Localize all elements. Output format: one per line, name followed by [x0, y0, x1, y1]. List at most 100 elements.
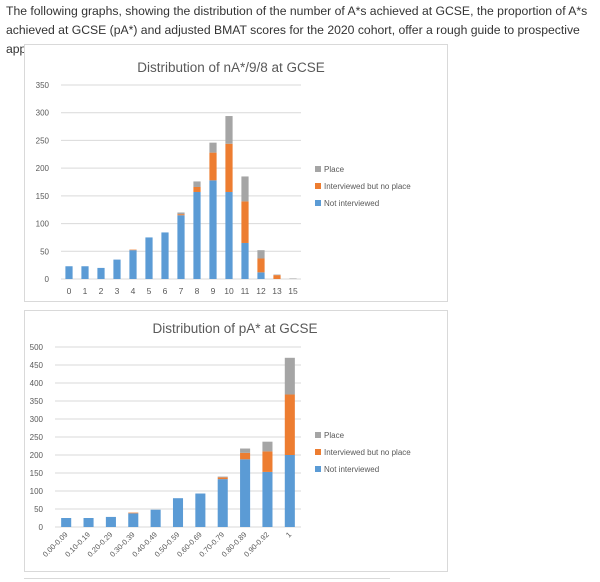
bar-segment	[161, 232, 169, 279]
bar-segment	[97, 267, 105, 279]
legend-label: Interviewed but no place	[324, 182, 411, 191]
y-tick-label: 200	[30, 451, 44, 460]
bar-segment	[195, 493, 206, 527]
bar-segment	[273, 274, 281, 276]
intro-paragraph: The following graphs, showing the distri…	[6, 4, 588, 56]
x-tick-label: 1	[284, 530, 293, 539]
bar-segment	[240, 459, 251, 527]
legend-swatch	[315, 183, 321, 189]
x-tick-label: 11	[241, 286, 250, 296]
bar-segment	[193, 186, 201, 192]
y-tick-label: 300	[36, 109, 50, 118]
y-tick-label: 0	[45, 275, 50, 284]
y-tick-label: 300	[30, 415, 44, 424]
bar-segment	[128, 512, 139, 514]
bar-segment	[177, 214, 185, 216]
next-chart-top-border	[24, 578, 390, 579]
y-tick-label: 150	[36, 192, 50, 201]
legend-label: Place	[324, 165, 345, 174]
chart-pa-star-distribution: Distribution of pA* at GCSE 0 50 100 150 200 2…	[24, 310, 448, 572]
bar-segment	[193, 191, 201, 279]
bar-segment	[225, 116, 233, 144]
y-tick-label: 100	[30, 487, 44, 496]
bar-segment	[240, 448, 251, 453]
bar-segment	[209, 180, 217, 279]
bar-segment	[262, 451, 273, 472]
y-tick-label: 50	[40, 247, 49, 256]
bar-segment	[257, 250, 265, 259]
bar-segment	[81, 266, 89, 279]
legend-swatch	[315, 466, 321, 472]
bar-segment	[284, 357, 295, 395]
bar-segment	[128, 513, 139, 527]
y-tick-label: 250	[36, 136, 50, 145]
bar-segment	[105, 516, 116, 527]
bar-segment	[241, 176, 249, 202]
bar-segment	[209, 152, 217, 181]
bar-segment	[284, 455, 295, 527]
legend-swatch	[315, 166, 321, 172]
bar-segment	[225, 143, 233, 192]
bar-segment	[284, 394, 295, 455]
x-tick-label: 13	[272, 286, 282, 296]
bar-segment	[257, 272, 265, 279]
chart-na-star-svg: Distribution of nA*/9/8 at GCSE050100150…	[36, 60, 412, 296]
y-tick-label: 500	[30, 343, 44, 352]
legend-label: Not interviewed	[324, 199, 379, 208]
bar-segment	[61, 518, 72, 527]
y-tick-label: 0	[39, 523, 44, 532]
x-tick-label: 7	[179, 286, 184, 296]
bar-segment	[172, 498, 184, 527]
y-tick-label: 350	[30, 397, 44, 406]
bar-segment	[177, 212, 185, 215]
x-tick-label: 8	[195, 286, 200, 296]
bar-segment	[241, 242, 249, 279]
bar-segment	[240, 452, 251, 460]
x-tick-label: 0	[67, 286, 72, 296]
bar-segment	[65, 266, 73, 279]
bar-segment	[145, 237, 153, 279]
y-tick-label: 150	[30, 469, 44, 478]
legend-swatch	[315, 449, 321, 455]
bar-segment	[113, 259, 121, 279]
y-tick-label: 100	[36, 220, 50, 229]
y-tick-label: 250	[30, 433, 44, 442]
x-tick-label: 15	[288, 286, 298, 296]
legend-label: Place	[324, 431, 345, 440]
y-tick-label: 200	[36, 164, 50, 173]
bar-segment	[262, 471, 273, 527]
bar-segment	[193, 181, 201, 187]
bar-segment	[209, 142, 217, 153]
chart-title: Distribution of pA* at GCSE	[152, 321, 317, 336]
legend-swatch	[315, 200, 321, 206]
bar-segment	[241, 201, 249, 243]
legend-label: Not interviewed	[324, 465, 379, 474]
y-tick-label: 50	[34, 505, 43, 514]
x-tick-label: 12	[256, 286, 266, 296]
legend-swatch	[315, 432, 321, 438]
bar-segment	[177, 215, 185, 279]
bar-segment	[273, 275, 281, 279]
bar-segment	[217, 479, 228, 527]
bar-segment	[129, 250, 137, 279]
bar-segment	[150, 509, 161, 527]
y-tick-label: 450	[30, 361, 44, 370]
y-tick-label: 350	[36, 81, 50, 90]
bar-segment	[217, 476, 228, 478]
bar-segment	[225, 191, 233, 279]
legend-label: Interviewed but no place	[324, 448, 411, 457]
x-tick-label: 2	[99, 286, 104, 296]
bar-segment	[217, 477, 228, 480]
x-tick-label: 5	[147, 286, 152, 296]
x-tick-label: 9	[211, 286, 216, 296]
bar-segment	[129, 249, 137, 251]
x-tick-label: 3	[115, 286, 120, 296]
chart-na-star-distribution: Distribution of nA*/9/8 at GCSE 0 50 100 150…	[24, 44, 448, 302]
bar-segment	[262, 441, 273, 452]
bar-segment	[83, 518, 94, 527]
y-tick-label: 400	[30, 379, 44, 388]
x-tick-label: 10	[224, 286, 234, 296]
x-tick-label: 1	[83, 286, 88, 296]
chart-title: Distribution of nA*/9/8 at GCSE	[137, 60, 325, 75]
x-tick-label: 4	[131, 286, 136, 296]
